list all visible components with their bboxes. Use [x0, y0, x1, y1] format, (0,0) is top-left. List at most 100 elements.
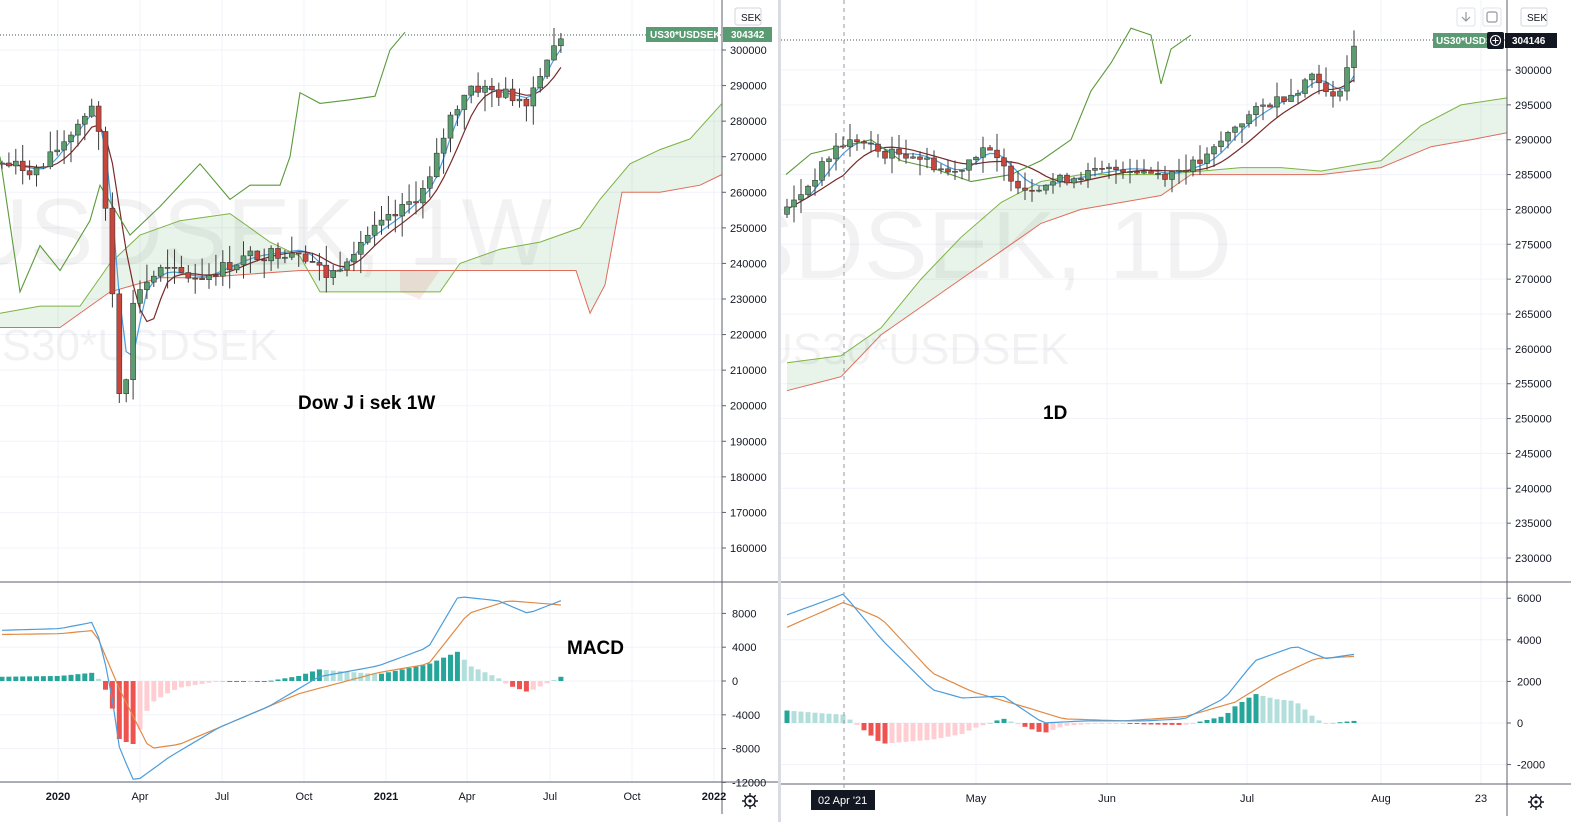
candle[interactable]	[805, 185, 811, 195]
candle[interactable]	[54, 149, 61, 153]
candle[interactable]	[1253, 106, 1259, 116]
candle[interactable]	[1155, 173, 1161, 175]
candle[interactable]	[95, 105, 102, 132]
candle[interactable]	[1050, 181, 1056, 186]
candle[interactable]	[1344, 67, 1350, 92]
candle[interactable]	[826, 158, 832, 162]
candle[interactable]	[1029, 189, 1035, 192]
candle[interactable]	[413, 201, 419, 204]
candle[interactable]	[144, 281, 150, 290]
settings-icon[interactable]	[1528, 794, 1544, 810]
candle[interactable]	[199, 278, 205, 280]
candle[interactable]	[309, 261, 316, 263]
candle[interactable]	[130, 302, 136, 380]
auto-scale-icon[interactable]	[1482, 7, 1502, 27]
candle[interactable]	[1267, 104, 1273, 108]
candle[interactable]	[875, 143, 881, 152]
candle[interactable]	[1148, 171, 1154, 174]
candle[interactable]	[433, 152, 440, 178]
candle[interactable]	[337, 269, 343, 272]
currency-button[interactable]: SEK	[734, 7, 762, 26]
candle[interactable]	[1085, 170, 1091, 180]
candle[interactable]	[1176, 169, 1182, 172]
candle[interactable]	[537, 75, 544, 89]
candle[interactable]	[502, 88, 509, 98]
candle[interactable]	[240, 255, 247, 266]
candle[interactable]	[784, 206, 790, 215]
candle[interactable]	[924, 157, 930, 160]
candle[interactable]	[157, 267, 164, 277]
candle[interactable]	[980, 147, 986, 158]
candle[interactable]	[102, 131, 109, 209]
arrow-down-icon[interactable]	[1456, 7, 1476, 27]
candle[interactable]	[973, 156, 979, 161]
candle[interactable]	[213, 275, 219, 277]
candle[interactable]	[406, 201, 412, 205]
candle[interactable]	[164, 267, 171, 269]
candle[interactable]	[1218, 140, 1224, 148]
candle[interactable]	[13, 160, 19, 167]
candle[interactable]	[1274, 96, 1280, 108]
candle[interactable]	[1302, 79, 1308, 94]
candle[interactable]	[1288, 94, 1294, 102]
candle[interactable]	[1008, 165, 1014, 182]
candle[interactable]	[847, 139, 853, 148]
weekly-chart-svg[interactable]: USDSEK, 1W US30*USDSEK 300000 290000 28000…	[0, 0, 778, 822]
candle[interactable]	[530, 87, 537, 107]
candle[interactable]	[233, 264, 240, 271]
candle[interactable]	[558, 38, 564, 47]
candle[interactable]	[1001, 157, 1007, 167]
candle[interactable]	[475, 85, 481, 93]
candle[interactable]	[302, 253, 309, 262]
candle[interactable]	[987, 147, 993, 151]
candle[interactable]	[482, 85, 488, 93]
candle[interactable]	[819, 161, 825, 181]
candle[interactable]	[461, 94, 468, 110]
candle[interactable]	[0, 162, 5, 165]
candle[interactable]	[854, 139, 860, 143]
candle[interactable]	[910, 156, 916, 159]
candle[interactable]	[468, 85, 475, 96]
candle[interactable]	[917, 156, 923, 160]
candle[interactable]	[1211, 146, 1217, 155]
candle[interactable]	[509, 88, 516, 102]
candle[interactable]	[1162, 173, 1168, 180]
candle[interactable]	[288, 252, 295, 258]
candle[interactable]	[903, 153, 909, 159]
candle[interactable]	[1078, 178, 1084, 180]
candle[interactable]	[931, 157, 937, 171]
candle[interactable]	[399, 204, 406, 217]
candle[interactable]	[171, 267, 178, 269]
candle[interactable]	[798, 194, 804, 201]
candle[interactable]	[1246, 114, 1252, 125]
candle[interactable]	[33, 167, 40, 176]
candle[interactable]	[1323, 82, 1329, 93]
candle[interactable]	[392, 214, 399, 217]
candle[interactable]	[966, 159, 972, 171]
candle[interactable]	[185, 272, 192, 279]
candle[interactable]	[1022, 187, 1028, 191]
candle[interactable]	[959, 169, 965, 172]
candle[interactable]	[247, 250, 254, 257]
candle[interactable]	[420, 187, 426, 204]
add-alert-icon[interactable]	[1487, 32, 1504, 49]
candle[interactable]	[254, 250, 261, 261]
candle[interactable]	[1260, 104, 1266, 107]
candle[interactable]	[226, 262, 233, 271]
candle[interactable]	[840, 145, 846, 148]
weekly-chart-panel[interactable]: USDSEK, 1W US30*USDSEK 300000 290000 28000…	[0, 0, 778, 822]
candle[interactable]	[385, 214, 392, 221]
candle[interactable]	[1309, 73, 1315, 81]
candle[interactable]	[544, 59, 550, 77]
candle[interactable]	[516, 98, 523, 102]
candle[interactable]	[426, 176, 433, 189]
candle[interactable]	[268, 248, 274, 262]
candle[interactable]	[1127, 171, 1133, 173]
candle[interactable]	[812, 179, 818, 187]
candle[interactable]	[295, 252, 302, 255]
time-axis[interactable]: 2020 Apr Jul Oct 2021 Apr Jul Oct 2022	[46, 791, 726, 803]
candle[interactable]	[1337, 90, 1343, 97]
candle[interactable]	[454, 109, 461, 116]
candle[interactable]	[261, 259, 268, 262]
candle[interactable]	[1351, 45, 1357, 68]
